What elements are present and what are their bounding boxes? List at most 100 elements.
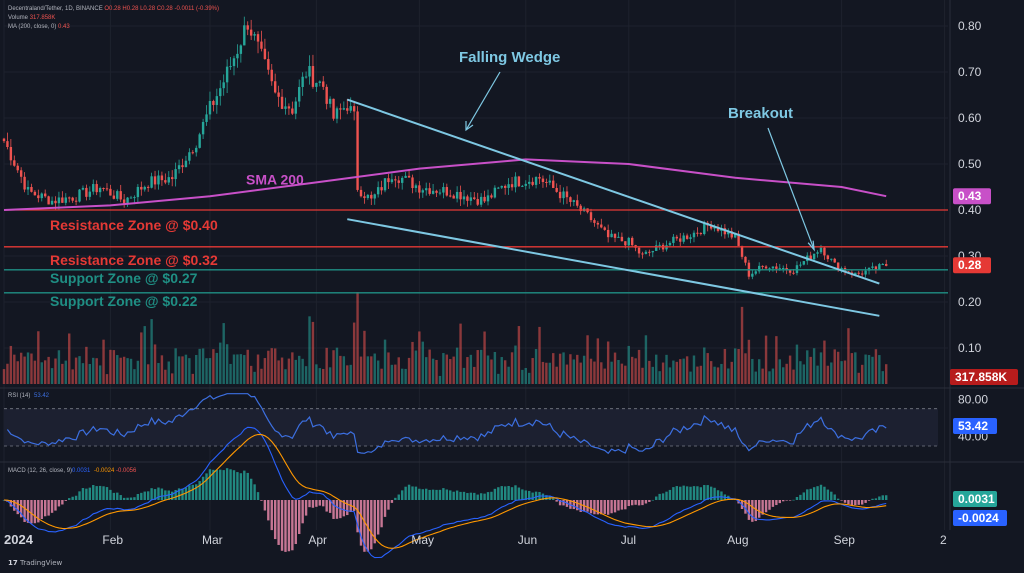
candle-body[interactable] <box>696 232 699 234</box>
candle-body[interactable] <box>191 152 195 154</box>
candle-body[interactable] <box>716 226 720 231</box>
candle-body[interactable] <box>637 247 641 254</box>
candle-body[interactable] <box>528 181 531 184</box>
candle-body[interactable] <box>771 266 775 269</box>
candle-body[interactable] <box>658 244 661 246</box>
candle-body[interactable] <box>219 88 222 97</box>
candle-body[interactable] <box>541 178 545 183</box>
candle-body[interactable] <box>685 235 689 239</box>
candle-body[interactable] <box>874 266 878 270</box>
candle-body[interactable] <box>23 176 26 190</box>
candle-body[interactable] <box>119 191 122 200</box>
candle-body[interactable] <box>160 175 164 181</box>
candle-body[interactable] <box>208 101 212 115</box>
candle-body[interactable] <box>610 233 613 238</box>
candle-body[interactable] <box>737 233 740 246</box>
candle-body[interactable] <box>263 48 267 60</box>
candle-body[interactable] <box>277 92 280 97</box>
candle-body[interactable] <box>16 165 19 171</box>
candle-body[interactable] <box>672 236 675 243</box>
candle-body[interactable] <box>13 160 16 166</box>
candle-body[interactable] <box>284 106 287 109</box>
candle-body[interactable] <box>600 224 603 228</box>
candle-body[interactable] <box>243 25 246 46</box>
candle-body[interactable] <box>136 186 140 198</box>
candle-body[interactable] <box>603 227 606 230</box>
candle-body[interactable] <box>195 147 198 153</box>
candle-body[interactable] <box>43 193 47 197</box>
candle-body[interactable] <box>473 197 476 200</box>
candle-body[interactable] <box>675 236 679 239</box>
candle-body[interactable] <box>146 186 150 188</box>
candle-body[interactable] <box>407 175 411 178</box>
candle-body[interactable] <box>740 245 744 257</box>
candle-body[interactable] <box>514 176 517 188</box>
candle-body[interactable] <box>236 53 239 59</box>
candle-body[interactable] <box>133 197 136 199</box>
candle-body[interactable] <box>885 264 888 266</box>
candle-body[interactable] <box>727 231 730 235</box>
candle-body[interactable] <box>682 235 685 242</box>
candle-body[interactable] <box>854 272 857 275</box>
candle-body[interactable] <box>593 220 596 223</box>
candle-body[interactable] <box>483 196 486 202</box>
candle-body[interactable] <box>596 222 600 225</box>
candle-body[interactable] <box>730 231 733 238</box>
candle-body[interactable] <box>809 255 812 260</box>
candle-body[interactable] <box>455 191 459 199</box>
candle-body[interactable] <box>617 236 620 238</box>
candle-body[interactable] <box>795 265 799 274</box>
candle-body[interactable] <box>699 232 703 235</box>
candle-body[interactable] <box>229 66 232 68</box>
candle-body[interactable] <box>442 187 445 193</box>
candle-body[interactable] <box>6 141 9 148</box>
candle-body[interactable] <box>507 184 510 188</box>
candle-body[interactable] <box>782 267 785 269</box>
candle-body[interactable] <box>785 267 788 270</box>
candle-body[interactable] <box>322 81 325 87</box>
candle-body[interactable] <box>57 197 61 204</box>
candle-body[interactable] <box>703 222 706 235</box>
candle-body[interactable] <box>122 199 126 204</box>
candle-body[interactable] <box>267 59 270 70</box>
candle-body[interactable] <box>363 196 366 199</box>
candle-body[interactable] <box>174 169 177 180</box>
candle-body[interactable] <box>445 187 449 196</box>
candle-body[interactable] <box>414 185 418 189</box>
candle-body[interactable] <box>836 262 840 271</box>
candle-body[interactable] <box>692 232 696 238</box>
candle-body[interactable] <box>562 191 565 199</box>
candle-body[interactable] <box>493 187 497 198</box>
candle-body[interactable] <box>555 187 558 192</box>
candle-body[interactable] <box>486 195 490 202</box>
candle-body[interactable] <box>390 179 394 183</box>
candle-body[interactable] <box>19 170 23 177</box>
candle-body[interactable] <box>418 185 421 193</box>
candle-body[interactable] <box>878 264 881 270</box>
candle-body[interactable] <box>171 177 174 180</box>
candle-body[interactable] <box>222 82 225 89</box>
candle-body[interactable] <box>280 96 284 109</box>
candle-body[interactable] <box>380 187 383 191</box>
candle-body[interactable] <box>164 180 167 183</box>
candle-body[interactable] <box>116 191 119 199</box>
candle-body[interactable] <box>799 264 802 266</box>
candle-body[interactable] <box>346 108 349 111</box>
candle-body[interactable] <box>679 238 682 242</box>
candle-body[interactable] <box>565 191 569 198</box>
candle-body[interactable] <box>517 176 521 187</box>
candle-body[interactable] <box>85 187 88 197</box>
candle-body[interactable] <box>606 229 610 238</box>
candle-body[interactable] <box>864 270 867 275</box>
candle-body[interactable] <box>768 268 771 270</box>
candle-body[interactable] <box>301 76 304 88</box>
candle-body[interactable] <box>744 256 747 263</box>
candle-body[interactable] <box>376 187 380 195</box>
candle-body[interactable] <box>648 251 651 253</box>
candle-body[interactable] <box>411 177 414 189</box>
candle-body[interactable] <box>816 252 819 254</box>
candle-body[interactable] <box>589 212 593 221</box>
candle-body[interactable] <box>788 269 792 273</box>
candle-body[interactable] <box>370 194 373 199</box>
